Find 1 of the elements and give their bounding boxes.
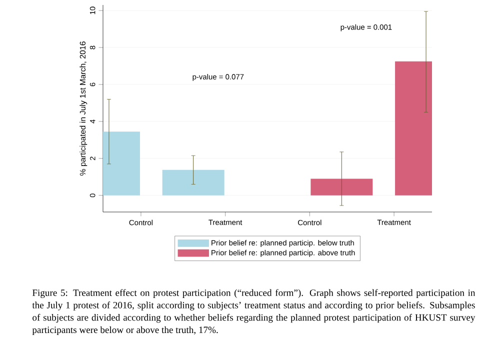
caption: Figure 5: Treatment effect on protest participation (“reduced form”). Graph shows self-reported participation in the July 1 protest of 2016, split according to subjects’ treatment status and according to prior beliefs. Subsamples of subjects are divided according to whether beliefs regarding the planned protest participation of HKUST survey participants were below or above the truth, 17%.	[32, 289, 476, 336]
